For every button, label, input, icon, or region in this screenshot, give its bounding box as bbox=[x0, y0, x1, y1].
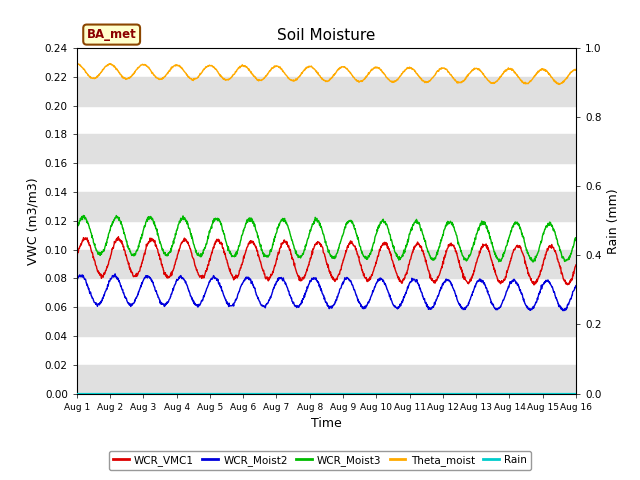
Legend: WCR_VMC1, WCR_Moist2, WCR_Moist3, Theta_moist, Rain: WCR_VMC1, WCR_Moist2, WCR_Moist3, Theta_… bbox=[109, 451, 531, 470]
Bar bbox=[77, 77, 576, 106]
Bar bbox=[77, 307, 576, 336]
Text: BA_met: BA_met bbox=[87, 28, 136, 41]
Title: Soil Moisture: Soil Moisture bbox=[277, 28, 376, 43]
Y-axis label: VWC (m3/m3): VWC (m3/m3) bbox=[26, 177, 39, 264]
Bar bbox=[77, 365, 576, 394]
Y-axis label: Rain (mm): Rain (mm) bbox=[607, 188, 620, 253]
Bar bbox=[77, 134, 576, 163]
X-axis label: Time: Time bbox=[311, 417, 342, 430]
Bar bbox=[77, 250, 576, 278]
Bar bbox=[77, 192, 576, 221]
